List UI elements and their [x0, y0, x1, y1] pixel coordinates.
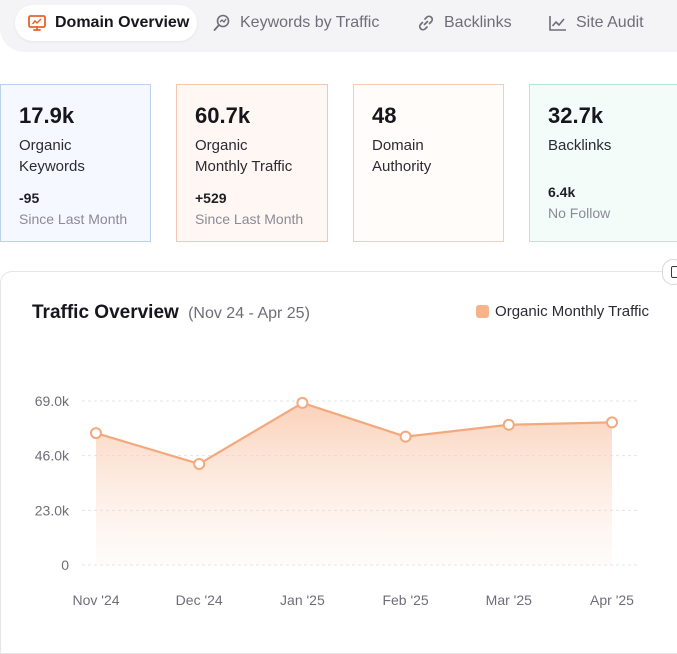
x-tick-label: Apr '25: [590, 592, 634, 608]
stat-label: Organic Keywords: [19, 135, 150, 177]
y-axis-ticks: 0 23.0k 46.0k 69.0k: [35, 393, 70, 573]
stat-sub: Since Last Month: [195, 211, 304, 227]
stat-card-domain-authority[interactable]: 48 Domain Authority: [353, 84, 504, 242]
stat-card-organic-keywords[interactable]: 17.9k Organic Keywords -95 Since Last Mo…: [0, 84, 151, 242]
x-tick-label: Mar '25: [486, 592, 532, 608]
y-tick-label: 23.0k: [35, 502, 70, 518]
stat-delta: 6.4k: [548, 184, 576, 200]
stat-label-line2: Keywords: [19, 158, 85, 175]
x-axis-ticks: Nov '24 Dec '24 Jan '25 Feb '25 Mar '25 Apr '…: [72, 592, 634, 608]
stat-label-line2: Monthly Traffic: [195, 158, 293, 175]
data-point[interactable]: [606, 416, 618, 429]
traffic-area-chart: 0 23.0k 46.0k 69.0k Nov '24 Dec '24 Jan '25 Fe…: [35, 393, 640, 608]
y-tick-label: 46.0k: [35, 448, 70, 464]
panel-side-handle-icon[interactable]: [662, 259, 677, 285]
data-point[interactable]: [399, 430, 412, 443]
tab-keywords-by-traffic[interactable]: Keywords by Traffic: [212, 5, 379, 41]
x-tick-label: Dec '24: [176, 592, 223, 608]
y-tick-label: 0: [61, 557, 69, 573]
panel-title: Traffic Overview (Nov 24 - Apr 25): [32, 302, 310, 324]
stat-label-line1: Organic: [19, 137, 72, 154]
stat-label: Domain Authority: [372, 135, 503, 177]
stat-delta: -95: [19, 190, 40, 206]
series-area: [96, 402, 612, 565]
line-chart-icon: [548, 13, 568, 33]
chart-legend[interactable]: Organic Monthly Traffic: [476, 303, 649, 320]
x-tick-label: Jan '25: [280, 592, 325, 608]
link-icon: [416, 13, 436, 33]
monitor-icon: [27, 13, 47, 33]
tab-label: Backlinks: [444, 14, 512, 31]
stat-delta: +529: [195, 190, 227, 206]
stat-sub: No Follow: [548, 205, 611, 221]
panel-date-range: (Nov 24 - Apr 25): [188, 305, 310, 322]
tab-backlinks[interactable]: Backlinks: [416, 5, 512, 41]
stat-label-line1: Organic: [195, 137, 248, 154]
stat-label-line1: Backlinks: [548, 137, 612, 154]
tab-label: Keywords by Traffic: [240, 14, 380, 31]
tab-label: Domain Overview: [55, 14, 190, 31]
tab-label: Site Audit: [576, 14, 644, 31]
stat-sub: Since Last Month: [19, 211, 128, 227]
legend-label: Organic Monthly Traffic: [495, 303, 649, 320]
stat-label-line2: Authority: [372, 158, 432, 175]
stat-card-organic-monthly-traffic[interactable]: 60.7k Organic Monthly Traffic +529 Since…: [176, 84, 328, 242]
data-point[interactable]: [90, 427, 102, 440]
series-points: [90, 396, 618, 470]
data-point[interactable]: [502, 418, 515, 431]
stat-value: 32.7k: [548, 103, 604, 128]
tab-domain-overview[interactable]: Domain Overview: [15, 5, 197, 41]
y-tick-label: 69.0k: [35, 393, 70, 409]
x-tick-label: Nov '24: [72, 592, 119, 608]
stat-value: 48: [372, 103, 397, 128]
stat-card-backlinks[interactable]: 32.7k Backlinks 6.4k No Follow: [529, 84, 677, 242]
stat-value: 60.7k: [195, 103, 251, 128]
x-tick-label: Feb '25: [382, 592, 428, 608]
series-line: [95, 401, 613, 466]
data-point[interactable]: [296, 396, 309, 409]
stat-label: Backlinks: [548, 135, 677, 156]
keyword-search-icon: [212, 13, 232, 33]
stat-label-line1: Domain: [372, 137, 424, 154]
legend-swatch: [476, 305, 490, 318]
tab-bar: Domain Overview Keywords by Traffic Back…: [0, 0, 677, 52]
data-point[interactable]: [193, 457, 206, 470]
panel-title-text: Traffic Overview: [32, 302, 179, 323]
stat-value: 17.9k: [19, 103, 75, 128]
stat-label: Organic Monthly Traffic: [195, 135, 327, 177]
tab-site-audit[interactable]: Site Audit: [548, 5, 644, 41]
